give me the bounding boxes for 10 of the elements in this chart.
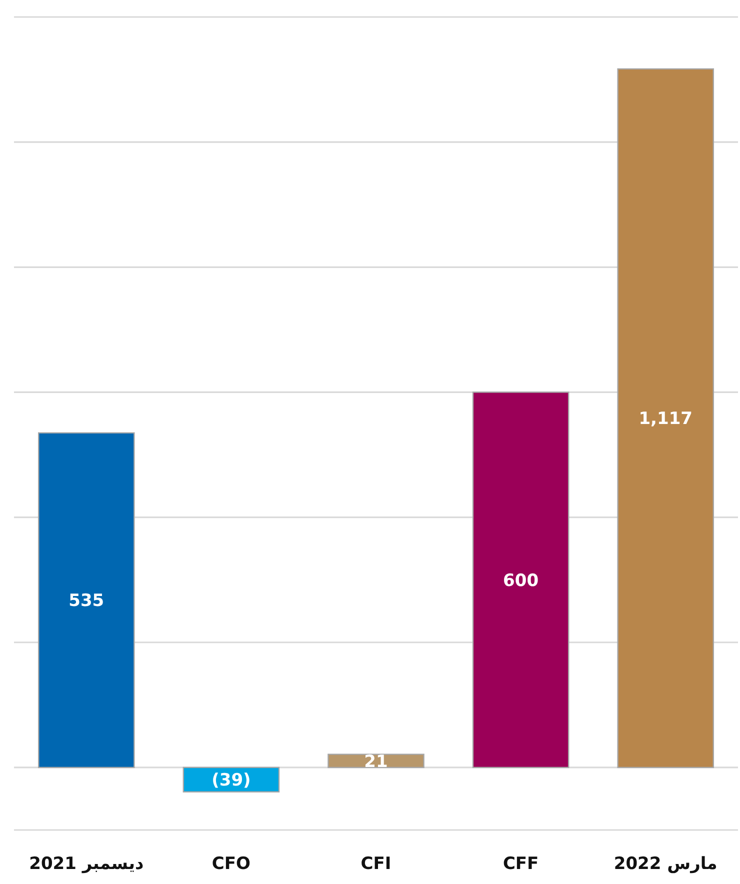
x-tick-label: CFF <box>502 854 539 874</box>
x-tick-label: CFO <box>212 854 250 874</box>
data-label: 1,117 <box>638 409 692 430</box>
x-tick-label: ديسمبر 2021 <box>29 854 144 874</box>
data-label: 21 <box>364 752 388 772</box>
data-label: 600 <box>503 570 539 591</box>
x-tick-label: CFI <box>360 854 392 874</box>
x-tick-label: مارس 2022 <box>614 854 718 874</box>
data-label: (39) <box>212 770 251 791</box>
data-label: 535 <box>68 591 104 612</box>
